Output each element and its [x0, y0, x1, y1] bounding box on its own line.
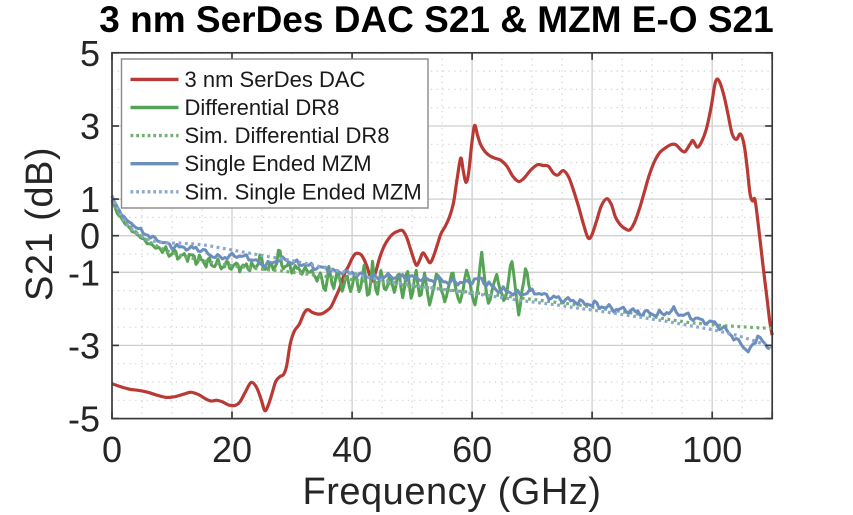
svg-text:-5: -5	[68, 399, 100, 440]
svg-text:1: 1	[80, 179, 100, 220]
svg-text:100: 100	[682, 429, 742, 470]
svg-text:Single Ended MZM: Single Ended MZM	[185, 151, 372, 176]
svg-text:3 nm SerDes DAC S21 & MZM E-O: 3 nm SerDes DAC S21 & MZM E-O S21	[99, 0, 773, 40]
svg-text:-1: -1	[68, 252, 100, 293]
svg-text:20: 20	[212, 429, 252, 470]
svg-text:3: 3	[80, 106, 100, 147]
svg-text:0: 0	[80, 216, 100, 257]
svg-text:3 nm SerDes DAC: 3 nm SerDes DAC	[185, 67, 366, 92]
svg-text:S21 (dB): S21 (dB)	[19, 147, 61, 301]
svg-text:Differential DR8: Differential DR8	[185, 95, 340, 120]
svg-text:80: 80	[572, 429, 612, 470]
svg-text:60: 60	[452, 429, 492, 470]
svg-text:Sim. Differential DR8: Sim. Differential DR8	[185, 123, 390, 148]
svg-text:40: 40	[332, 429, 372, 470]
svg-text:Frequency (GHz): Frequency (GHz)	[303, 471, 602, 513]
svg-text:5: 5	[80, 33, 100, 74]
svg-text:-3: -3	[68, 325, 100, 366]
svg-text:Sim. Single Ended MZM: Sim. Single Ended MZM	[185, 179, 422, 204]
svg-text:0: 0	[102, 429, 122, 470]
